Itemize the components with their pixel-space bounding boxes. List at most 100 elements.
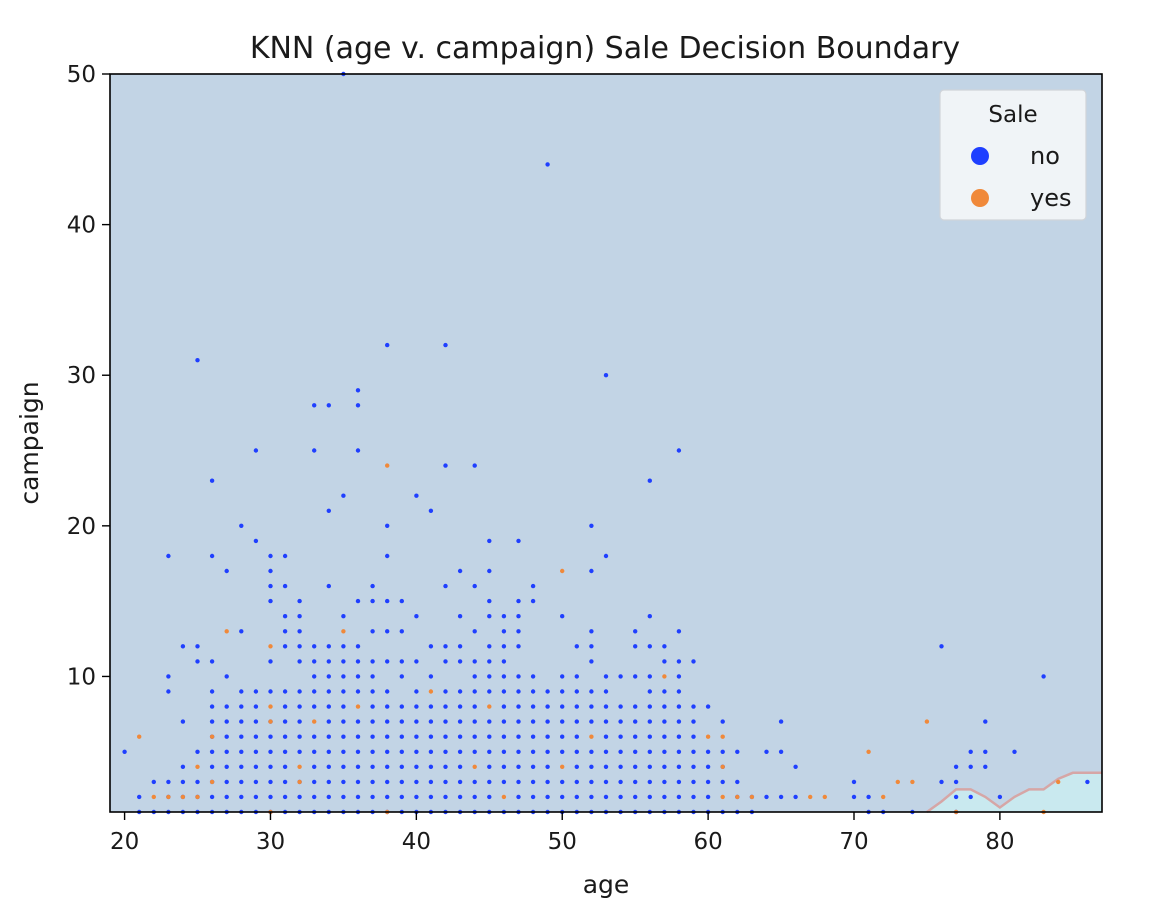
point-yes <box>895 779 900 785</box>
point-no <box>370 764 375 769</box>
point-no <box>282 583 288 589</box>
point-no <box>268 764 273 769</box>
point-yes <box>705 734 711 739</box>
point-no <box>618 779 623 785</box>
point-no <box>633 794 638 800</box>
point-no <box>603 764 609 769</box>
point-no <box>268 794 273 800</box>
point-no <box>720 719 725 724</box>
point-no <box>428 764 434 769</box>
point-no <box>457 719 463 724</box>
decision-region-no <box>110 74 1102 812</box>
point-no <box>312 644 317 649</box>
point-no <box>326 674 331 679</box>
point-no <box>282 704 288 709</box>
point-no <box>312 403 317 408</box>
point-no <box>676 779 682 785</box>
point-no <box>253 779 259 785</box>
point-no <box>516 779 521 785</box>
point-yes <box>209 734 215 739</box>
plot-area <box>109 71 1103 815</box>
point-no <box>370 674 375 679</box>
x-tick-label: 40 <box>402 829 431 855</box>
point-no <box>312 704 317 709</box>
point-yes <box>589 734 594 739</box>
point-no <box>530 734 536 739</box>
point-no <box>487 764 492 769</box>
point-no <box>239 689 244 694</box>
point-no <box>574 689 579 694</box>
point-no <box>224 704 229 709</box>
point-no <box>341 614 346 619</box>
point-no <box>253 734 259 739</box>
point-no <box>209 704 215 709</box>
point-no <box>560 734 565 739</box>
point-no <box>399 659 404 664</box>
point-no <box>647 719 652 724</box>
point-no <box>341 719 346 724</box>
point-no <box>1041 674 1046 679</box>
point-yes <box>224 629 229 634</box>
point-no <box>574 764 579 769</box>
scatter-series-no <box>122 71 1090 815</box>
point-no <box>253 764 259 769</box>
point-no <box>793 764 798 769</box>
point-no <box>370 749 375 754</box>
point-no <box>676 659 682 664</box>
point-no <box>487 734 492 739</box>
point-no <box>326 794 331 800</box>
point-no <box>487 794 492 800</box>
point-no <box>720 749 725 754</box>
point-no <box>968 764 973 769</box>
point-no <box>618 674 623 679</box>
point-no <box>545 764 550 769</box>
point-no <box>530 583 536 589</box>
point-no <box>297 734 302 739</box>
point-no <box>1012 749 1017 754</box>
point-no <box>691 659 696 664</box>
point-no <box>414 614 419 619</box>
point-no <box>297 719 302 724</box>
point-no <box>195 358 200 363</box>
point-no <box>239 629 244 634</box>
point-no <box>209 553 215 559</box>
point-no <box>662 794 667 800</box>
point-no <box>530 764 536 769</box>
point-no <box>253 719 259 724</box>
point-no <box>297 749 302 754</box>
point-no <box>589 704 594 709</box>
point-no <box>487 659 492 664</box>
point-no <box>166 779 171 785</box>
point-no <box>355 674 361 679</box>
point-no <box>443 463 448 468</box>
point-no <box>282 629 288 634</box>
point-no <box>501 749 507 754</box>
point-no <box>443 644 448 649</box>
point-no <box>560 719 565 724</box>
y-tick-label: 40 <box>67 213 96 239</box>
point-no <box>472 689 477 694</box>
point-no <box>399 674 404 679</box>
point-no <box>574 749 579 754</box>
point-no <box>253 749 259 754</box>
point-no <box>487 568 492 574</box>
point-no <box>647 614 652 619</box>
point-no <box>735 749 740 754</box>
point-no <box>341 749 346 754</box>
legend-label-yes: yes <box>1030 184 1071 212</box>
point-no <box>457 779 463 785</box>
point-no <box>370 659 375 664</box>
point-no <box>501 719 507 724</box>
point-no <box>443 749 448 754</box>
point-no <box>662 644 667 649</box>
point-no <box>355 388 361 393</box>
point-no <box>209 794 215 800</box>
point-no <box>851 794 857 800</box>
point-no <box>545 719 550 724</box>
point-no <box>516 764 521 769</box>
point-no <box>574 644 579 649</box>
point-no <box>282 689 288 694</box>
point-no <box>633 779 638 785</box>
point-no <box>282 553 288 559</box>
point-yes <box>341 629 346 634</box>
